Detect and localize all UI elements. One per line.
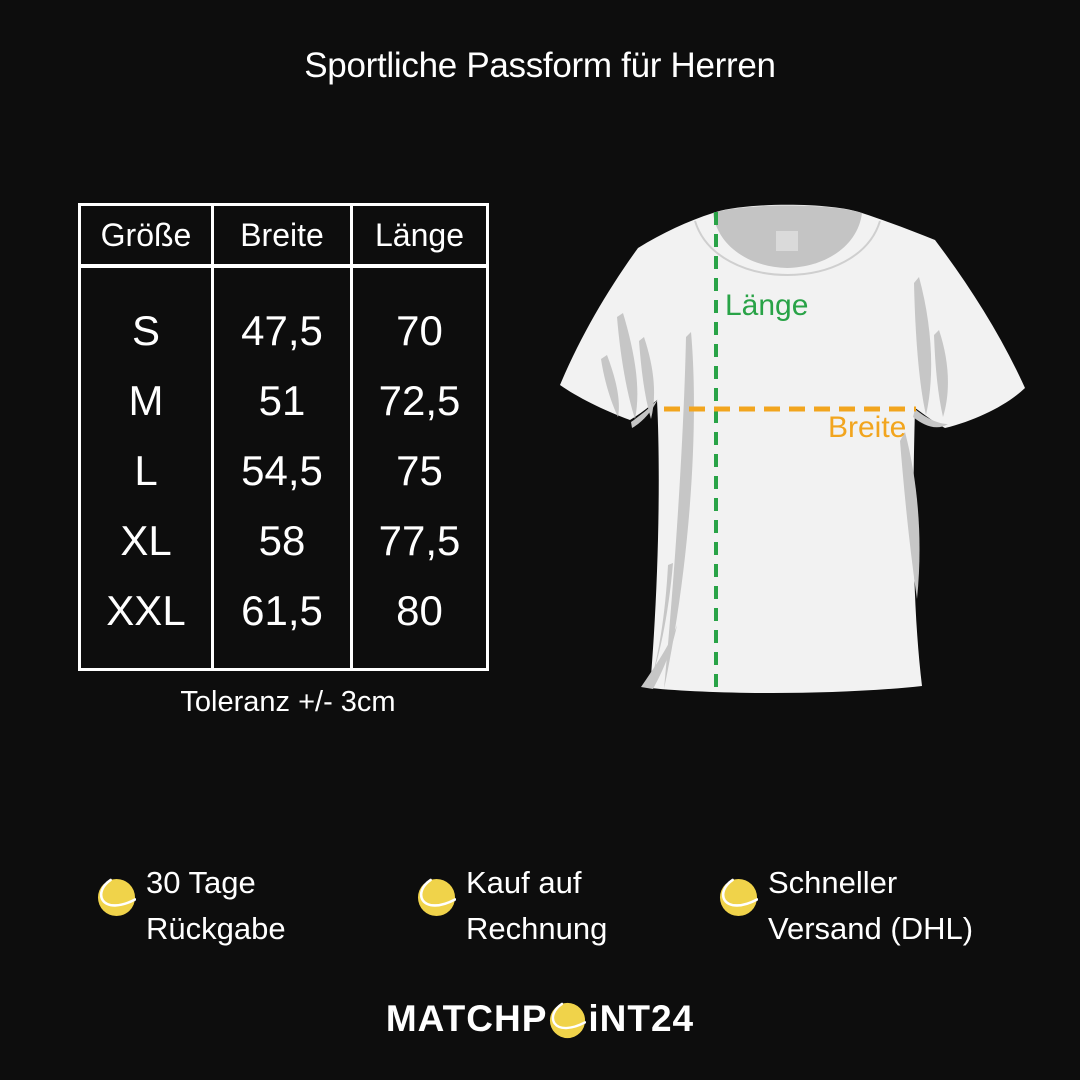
table-cell: 77,5 (378, 517, 461, 564)
feature-shipping: Schneller Versand (DHL) (719, 860, 973, 952)
table-cell: S (131, 307, 160, 354)
feature-invoice: Kauf auf Rechnung (417, 860, 607, 952)
tolerance-note: Toleranz +/- 3cm (180, 686, 396, 718)
logo-text-prefix: MATCHP (385, 998, 548, 1039)
page-title: Sportliche Passform für Herren (304, 46, 776, 85)
tennis-ball-icon (549, 1002, 586, 1039)
neck-label-tag (776, 231, 798, 251)
feature-line2: Rückgabe (146, 911, 286, 946)
feature-line1: Schneller (768, 865, 898, 900)
feature-line1: 30 Tage (146, 865, 256, 900)
feature-line2: Rechnung (466, 911, 608, 946)
table-cell: M (128, 377, 164, 424)
brand-logo: MATCHP iNT24 (0, 998, 1080, 1040)
table-cell: 75 (396, 447, 443, 494)
tshirt-graphic (560, 204, 1025, 695)
breite-label: Breite (828, 411, 907, 444)
tennis-ball-icon (719, 878, 758, 917)
table-cell: 51 (258, 377, 306, 424)
size-table-column-width: Breite 47,5 51 54,5 58 61,5 (211, 206, 350, 668)
table-cell: 80 (396, 587, 443, 634)
size-table-column-size: Größe S M L XL XXL (81, 206, 211, 668)
table-cell: 54,5 (241, 447, 323, 494)
tennis-ball-icon (97, 878, 136, 917)
column-header-length: Länge (353, 206, 486, 268)
feature-line1: Kauf auf (466, 865, 582, 900)
table-cell: 61,5 (241, 587, 323, 634)
table-cell: XL (120, 517, 172, 564)
tennis-ball-icon (417, 878, 456, 917)
table-cell: 58 (258, 517, 306, 564)
feature-returns: 30 Tage Rückgabe (97, 860, 286, 952)
size-table-column-length: Länge 70 72,5 75 77,5 80 (350, 206, 486, 668)
feature-line2: Versand (DHL) (768, 911, 974, 946)
collar-seam (694, 220, 881, 276)
column-header-size: Größe (81, 206, 211, 268)
tshirt-body-shape (560, 204, 1025, 694)
laenge-label: Länge (725, 289, 809, 322)
table-cell: L (134, 447, 158, 494)
column-header-width: Breite (214, 206, 350, 268)
table-cell: 70 (396, 307, 443, 354)
size-table: Größe S M L XL XXL Breite 47,5 51 54,5 5… (78, 203, 489, 671)
logo-text-suffix: iNT24 (588, 998, 695, 1039)
tshirt-measurement-diagram: Länge Breite (545, 195, 1040, 710)
table-cell: 72,5 (378, 377, 461, 424)
table-cell: XXL (106, 587, 186, 634)
table-cell: 47,5 (241, 307, 323, 354)
